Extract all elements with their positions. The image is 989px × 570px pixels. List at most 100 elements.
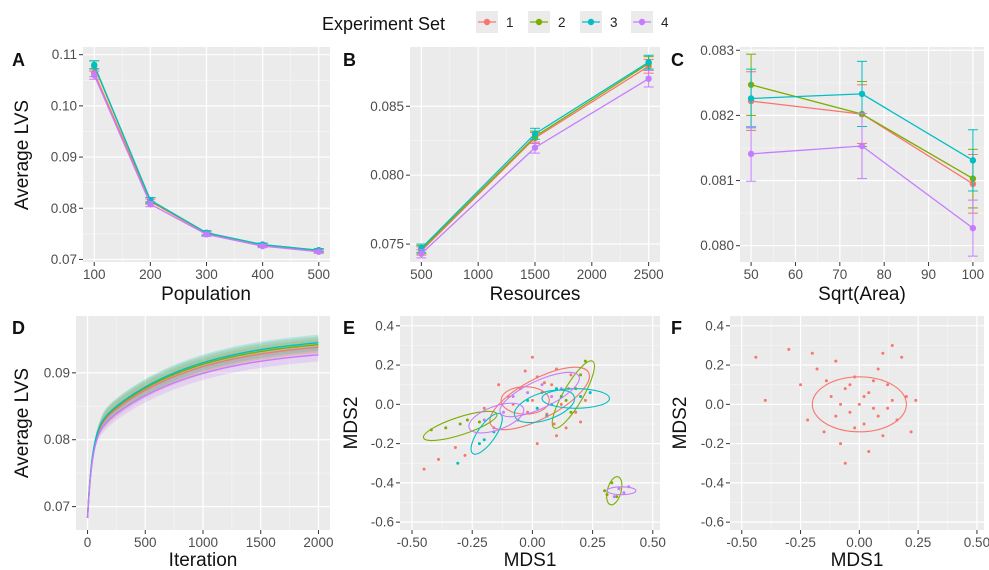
x-tick-label-f: 0.25 [905,535,931,550]
y-tick-label-a: 0.09 [51,150,77,165]
scatter-point-1-e [497,383,501,387]
plot-content-d [86,334,319,518]
scatter-point-1-f [900,355,904,359]
data-point-4-b [645,75,652,82]
scatter-point-3-e [554,387,558,391]
series-line-3-d [86,342,319,518]
panel-label-f: F [671,318,682,338]
panel-label-a: A [12,50,25,70]
scatter-point-2-e [477,420,481,424]
legend: Experiment Set 1 2 3 4 [322,11,669,34]
grid-e [400,316,660,530]
scatter-point-3-e [579,394,583,398]
confidence-ellipse-4-e [468,402,525,434]
y-tick-label-e: -0.2 [371,436,394,451]
x-tick-label-e: 0.00 [519,535,545,550]
x-tick-label-a: 500 [308,267,331,282]
plot-content-a [89,60,324,255]
legend-items: 1 2 3 4 [476,11,669,33]
scatter-point-1-f [862,422,866,426]
y-tick-label-d: 0.09 [44,365,70,380]
y-tick-label-e: 0.0 [375,397,394,412]
scatter-point-1-e [482,406,486,410]
scatter-point-2-e [579,373,583,377]
x-tick-label-f: 0.00 [846,535,872,550]
y-tick-label-a: 0.07 [51,252,77,267]
panel-label-c: C [671,50,684,70]
x-tick-label-d: 0 [84,535,92,550]
legend-label-1: 1 [506,15,514,30]
scatter-point-1-f [862,394,866,398]
y-tick-label-d: 0.07 [44,499,70,514]
scatter-point-1-e [535,442,539,446]
y-tick-label-a: 0.11 [52,47,77,62]
panel-label-d: D [12,318,25,338]
scatter-point-1-f [909,430,913,434]
data-point-4-a [315,248,322,255]
scatter-point-1-f [810,351,814,355]
scatter-point-1-e [583,398,587,402]
legend-label-4: 4 [661,15,669,30]
x-tick-label-b: 1500 [520,267,550,282]
scatter-point-1-f [914,398,918,402]
scatter-point-4-e [617,487,621,491]
scatter-point-1-f [834,414,838,418]
scatter-point-1-f [839,402,843,406]
y-tick-label-b: 0.080 [370,168,404,183]
x-tick-label-a: 100 [83,267,106,282]
scatter-point-2-e [569,410,573,414]
grid-f [730,316,984,530]
scatter-point-3-e [456,461,460,465]
legend-key-point-2 [535,18,543,26]
scatter-point-1-e [542,381,546,385]
scatter-point-1-f [848,383,852,387]
scatter-point-1-e [574,410,578,414]
panel-e: E -0.50 -0.25 0.00 0.25 0.50 -0.6 -0.4 -0.2 0.0 0… [341,316,666,570]
confidence-band-2 [87,336,319,518]
scatter-point-3-e [588,391,592,395]
x-tick-label-a: 200 [139,267,162,282]
y-tick-label-e: 0.4 [375,318,394,333]
scatter-point-2-e [458,422,462,426]
scatter-point-1-f [799,383,803,387]
data-point-4-c [969,224,977,232]
data-point-3-c [969,157,977,164]
scatter-point-1-e [554,434,558,438]
data-point-4-b [531,144,539,151]
y-tick-label-e: 0.2 [375,358,394,373]
x-axis-label-d: Iteration [169,550,238,570]
x-tick-label-e: -0.25 [457,535,488,550]
y-axis-label-e: MDS2 [341,397,362,450]
data-point-3-c [747,95,755,102]
axes-c: 50 60 70 80 90 100 0.080 0.081 0.082 0.083 [700,43,984,282]
x-tick-label-c: 80 [877,267,892,282]
y-tick-label-a: 0.10 [51,98,77,113]
x-tick-label-d: 2000 [303,535,333,550]
x-tick-label-c: 90 [921,267,936,282]
x-axis-label-a: Population [161,284,251,305]
y-tick-label-f: -0.6 [701,515,724,530]
x-tick-label-e: 0.25 [579,535,605,550]
data-point-3-a [91,61,98,69]
panel-a: A 100 200 300 400 500 0.07 0.08 0.09 0.10 0.11 Po… [12,47,330,305]
scatter-point-1-f [890,398,894,402]
scatter-point-1-f [843,461,847,465]
x-axis-label-e: MDS1 [504,550,557,570]
data-point-4-b [418,250,425,257]
y-tick-label-f: -0.2 [701,436,724,451]
scatter-point-1-e [422,467,426,471]
scatter-point-4-e [511,394,515,398]
legend-label-3: 3 [610,15,618,30]
scatter-point-4-e [526,391,530,395]
scatter-point-1-f [754,355,758,359]
scatter-point-1-f [876,367,880,371]
y-tick-label-f: 0.0 [705,397,724,412]
plot-content-f [754,343,918,465]
scatter-point-1-f [871,406,875,410]
scatter-point-1-e [523,369,527,373]
scatter-point-4-e [612,495,616,499]
scatter-point-1-f [822,430,826,434]
x-tick-label-b: 1000 [463,267,493,282]
y-tick-label-c: 0.081 [700,173,734,188]
x-tick-label-b: 2500 [634,267,664,282]
